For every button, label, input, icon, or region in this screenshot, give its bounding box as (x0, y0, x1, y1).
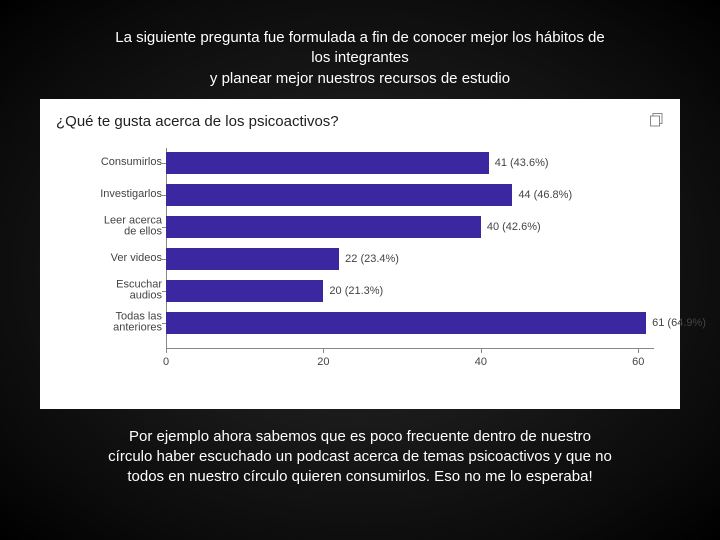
bar (166, 248, 339, 270)
x-axis-line (166, 348, 654, 349)
intro-text: La siguiente pregunta fue formulada a fi… (65, 28, 654, 99)
bar-value-label: 40 (42.6%) (487, 221, 541, 233)
x-tick-label: 20 (317, 356, 329, 368)
outro-text: Por ejemplo ahora sabemos que es poco fr… (58, 409, 662, 488)
chart-title: ¿Qué te gusta acerca de los psicoactivos… (56, 113, 664, 130)
x-tick (638, 348, 639, 353)
bar-row: 22 (23.4%) (166, 248, 399, 270)
x-tick (481, 348, 482, 353)
x-axis: 0 20 40 60 (166, 348, 654, 378)
bar-row: 41 (43.6%) (166, 152, 549, 174)
bar-value-label: 41 (43.6%) (495, 157, 549, 169)
x-tick (323, 348, 324, 353)
intro-line: La siguiente pregunta fue formulada a fi… (115, 29, 604, 46)
bar-value-label: 22 (23.4%) (345, 253, 399, 265)
y-axis-label: Todas lasanteriores (56, 311, 162, 334)
slide: La siguiente pregunta fue formulada a fi… (0, 0, 720, 540)
y-axis-label: Investigarlos (56, 189, 162, 201)
bar-row: 40 (42.6%) (166, 216, 541, 238)
copy-icon[interactable] (650, 113, 664, 127)
bar-row: 20 (21.3%) (166, 280, 383, 302)
outro-line: Por ejemplo ahora sabemos que es poco fr… (129, 428, 591, 445)
x-tick-label: 40 (475, 356, 487, 368)
y-axis-label: Consumirlos (56, 157, 162, 169)
intro-line: los integrantes (311, 49, 409, 66)
chart-card: ¿Qué te gusta acerca de los psicoactivos… (40, 99, 680, 409)
x-tick (166, 348, 167, 353)
bar-row: 61 (64.9%) (166, 312, 706, 334)
y-axis-label: Escucharaudios (56, 279, 162, 302)
outro-line: todos en nuestro círculo quieren consumi… (127, 468, 592, 485)
bars-area: 41 (43.6%) 44 (46.8%) 40 (42.6%) 22 (23.4%)… (166, 148, 654, 348)
intro-line: y planear mejor nuestros recursos de est… (210, 70, 510, 87)
y-axis-label: Ver videos (56, 253, 162, 265)
y-axis-labels: Consumirlos Investigarlos Leer acercade el… (56, 148, 162, 348)
x-tick-label: 60 (632, 356, 644, 368)
bar (166, 184, 512, 206)
bar-row: 44 (46.8%) (166, 184, 572, 206)
bar-value-label: 61 (64.9%) (652, 317, 706, 329)
bar (166, 280, 323, 302)
y-axis-label: Leer acercade ellos (56, 215, 162, 238)
bar (166, 312, 646, 334)
outro-line: círculo haber escuchado un podcast acerc… (108, 448, 612, 465)
bar-value-label: 20 (21.3%) (329, 285, 383, 297)
bar (166, 152, 489, 174)
bar-value-label: 44 (46.8%) (518, 189, 572, 201)
bar (166, 216, 481, 238)
chart-plot: Consumirlos Investigarlos Leer acercade el… (56, 148, 664, 378)
x-tick-label: 0 (163, 356, 169, 368)
